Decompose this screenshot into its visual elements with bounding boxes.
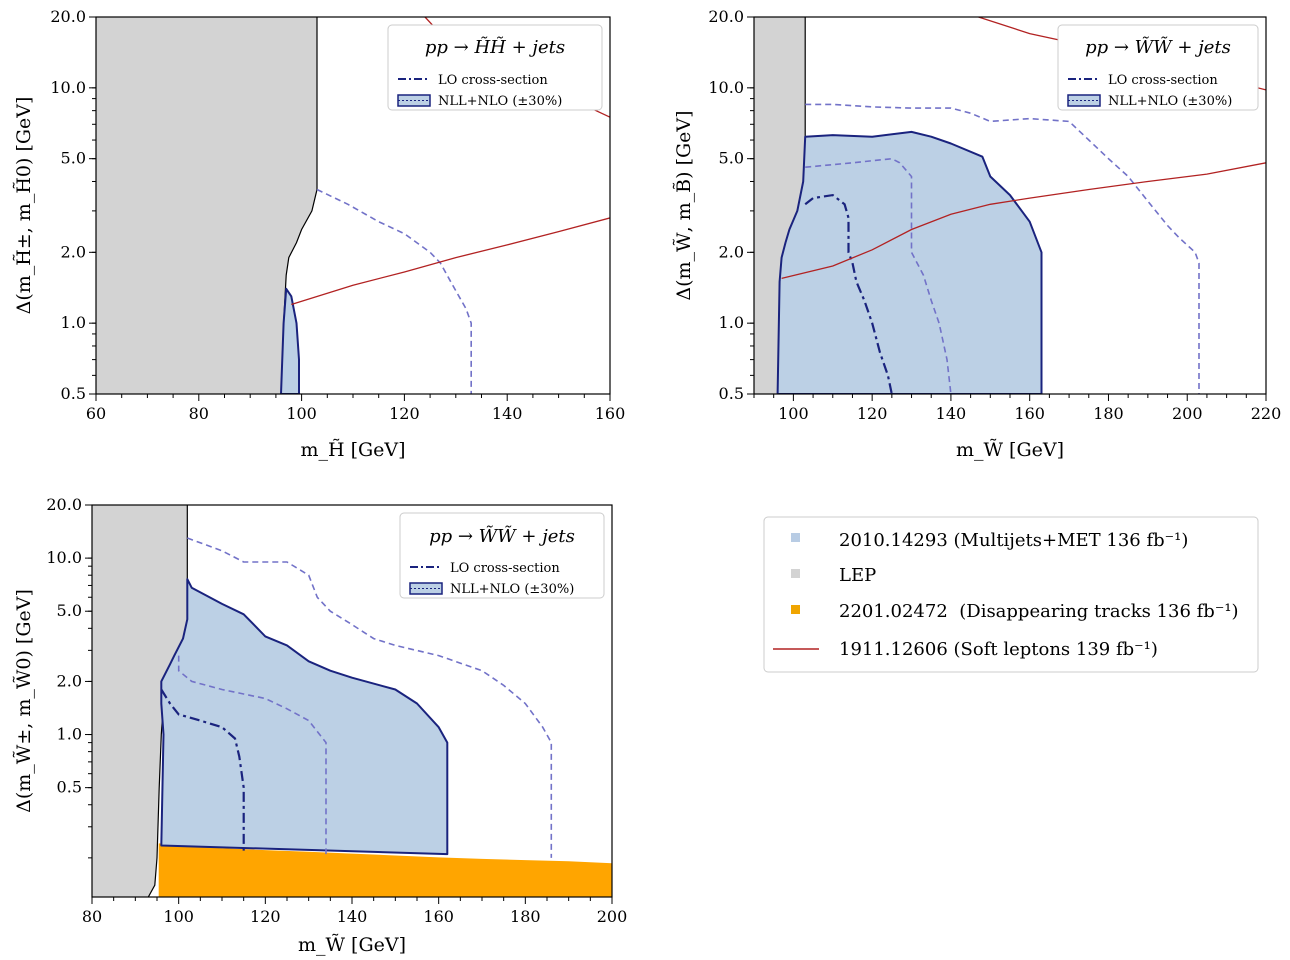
x-tick-label: 140 [492, 404, 523, 423]
x-tick-label: 200 [1172, 404, 1203, 423]
x-tick-label: 140 [337, 907, 368, 926]
series-nll-nlo-30-3 [187, 537, 553, 858]
x-tick-label: 120 [389, 404, 420, 423]
legend-label-multijets: 2010.14293 (Multijets+MET 136 fb⁻¹) [839, 530, 1188, 551]
series-lo-cross-section-5 [160, 688, 245, 851]
legend-label-soft-leptons: 1911.12606 (Soft leptons 139 fb⁻¹) [839, 639, 1158, 660]
legend-swatch-disappearing-tracks [791, 605, 800, 614]
x-tick-label: 160 [595, 404, 626, 423]
y-tick-label: 1.0 [57, 725, 82, 744]
x-axis-label: m_W̃ [GeV] [298, 934, 406, 956]
legend-label-nll: NLL+NLO (±30%) [450, 582, 574, 597]
series-1911-12606-soft-leptons-139-fb-6 [781, 162, 1266, 280]
x-tick-label: 100 [778, 404, 809, 423]
panel-title: pp → W̃W̃ + jets [1085, 36, 1231, 58]
x-tick-label: 100 [163, 907, 194, 926]
y-tick-label: 20.0 [708, 7, 744, 26]
y-tick-label: 1.0 [719, 313, 744, 332]
x-axis-label: m_W̃ [GeV] [956, 439, 1064, 461]
x-tick-label: 120 [857, 404, 888, 423]
chart-panel-wino-bino: 100 120 140 160 180 200 220 0.5 1.0 2.0 5.0 10.0 20.… [673, 7, 1282, 461]
legend-swatch-lep [791, 569, 800, 578]
y-tick-label: 5.0 [57, 601, 82, 620]
y-tick-label: 0.5 [61, 384, 86, 403]
x-tick-label: 100 [286, 404, 317, 423]
legend-label-nll: NLL+NLO (±30%) [438, 94, 562, 109]
y-axis-label: Δ(m_W̃, m_B̃) [GeV] [673, 110, 695, 300]
series-nll-nlo-30-2 [316, 188, 473, 394]
y-tick-label: 20.0 [46, 495, 82, 514]
panel-legend-frame [387, 24, 603, 111]
series-lep-0 [754, 17, 806, 394]
y-tick-label: 20.0 [50, 7, 86, 26]
y-tick-label: 10.0 [46, 548, 82, 567]
x-axis-label: m_H̃ [GeV] [300, 439, 405, 461]
x-tick-label: 80 [82, 907, 102, 926]
series-layer [96, 17, 610, 394]
series-lep-0 [92, 505, 188, 897]
series-layer [92, 505, 612, 897]
x-tick-label: 160 [423, 907, 454, 926]
y-axis-label: Δ(m_H̃±, m_H̃0) [GeV] [13, 97, 35, 315]
y-tick-label: 2.0 [61, 242, 86, 261]
y-axis-label: Δ(m_W̃±, m_W̃0) [GeV] [13, 589, 35, 813]
x-tick-label: 180 [510, 907, 541, 926]
series-layer [754, 17, 1266, 394]
x-tick-label: 140 [936, 404, 967, 423]
legend-swatch-multijets [791, 533, 800, 542]
y-tick-label: 1.0 [61, 313, 86, 332]
x-tick-label: 160 [1014, 404, 1045, 423]
x-tick-label: 80 [189, 404, 209, 423]
chart-panel-higgsino: 60 80 100 120 140 160 0.5 1.0 2.0 5.0 10.0 20.0 m_H̃… [13, 7, 626, 461]
x-tick-label: 220 [1251, 404, 1282, 423]
legend-label-disappearing-tracks: 2201.02472 (Disappearing tracks 136 fb⁻¹… [839, 601, 1239, 622]
chart-panel-wino: 80 100 120 140 160 180 200 0.5 1.0 2.0 5.0 10.0 20.0… [13, 495, 628, 956]
panel-legend-frame [1057, 24, 1259, 111]
series-nll-nlo-30-1 [280, 287, 300, 394]
series-lep-0 [96, 17, 317, 394]
series-nll-nlo-30-1 [776, 130, 1043, 394]
y-tick-label: 2.0 [719, 242, 744, 261]
combined-legend: 2010.14293 (Multijets+MET 136 fb⁻¹) LEP … [763, 516, 1259, 673]
y-tick-label: 0.5 [57, 778, 82, 797]
panel-title: pp → H̃H̃ + jets [425, 36, 565, 58]
y-tick-label: 0.5 [719, 384, 744, 403]
y-tick-label: 2.0 [57, 671, 82, 690]
series-nll-nlo-30-2 [160, 578, 449, 856]
panel-title: pp → W̃W̃ + jets [429, 525, 575, 547]
panel-legend-frame [399, 512, 605, 599]
series-nll-nlo-30-4 [177, 655, 327, 855]
x-tick-label: 120 [250, 907, 281, 926]
series-nll-nlo-30-3 [805, 157, 952, 394]
y-tick-label: 5.0 [719, 149, 744, 168]
y-tick-label: 10.0 [50, 78, 86, 97]
legend-label-lep: LEP [839, 565, 876, 586]
y-tick-label: 5.0 [61, 149, 86, 168]
legend-label-lo: LO cross-section [450, 561, 560, 576]
legend-label-lo: LO cross-section [1108, 73, 1218, 88]
combined-legend-frame [763, 516, 1259, 673]
series-lo-cross-section-4 [804, 193, 893, 394]
legend-label-lo: LO cross-section [438, 73, 548, 88]
x-tick-label: 200 [597, 907, 628, 926]
y-tick-label: 10.0 [708, 78, 744, 97]
series-nll-nlo-30-2 [805, 103, 1200, 394]
x-tick-label: 180 [1093, 404, 1124, 423]
legend-label-nll: NLL+NLO (±30%) [1108, 94, 1232, 109]
series-1911-12606-soft-leptons-139-fb-4 [291, 217, 610, 306]
x-tick-label: 60 [86, 404, 106, 423]
